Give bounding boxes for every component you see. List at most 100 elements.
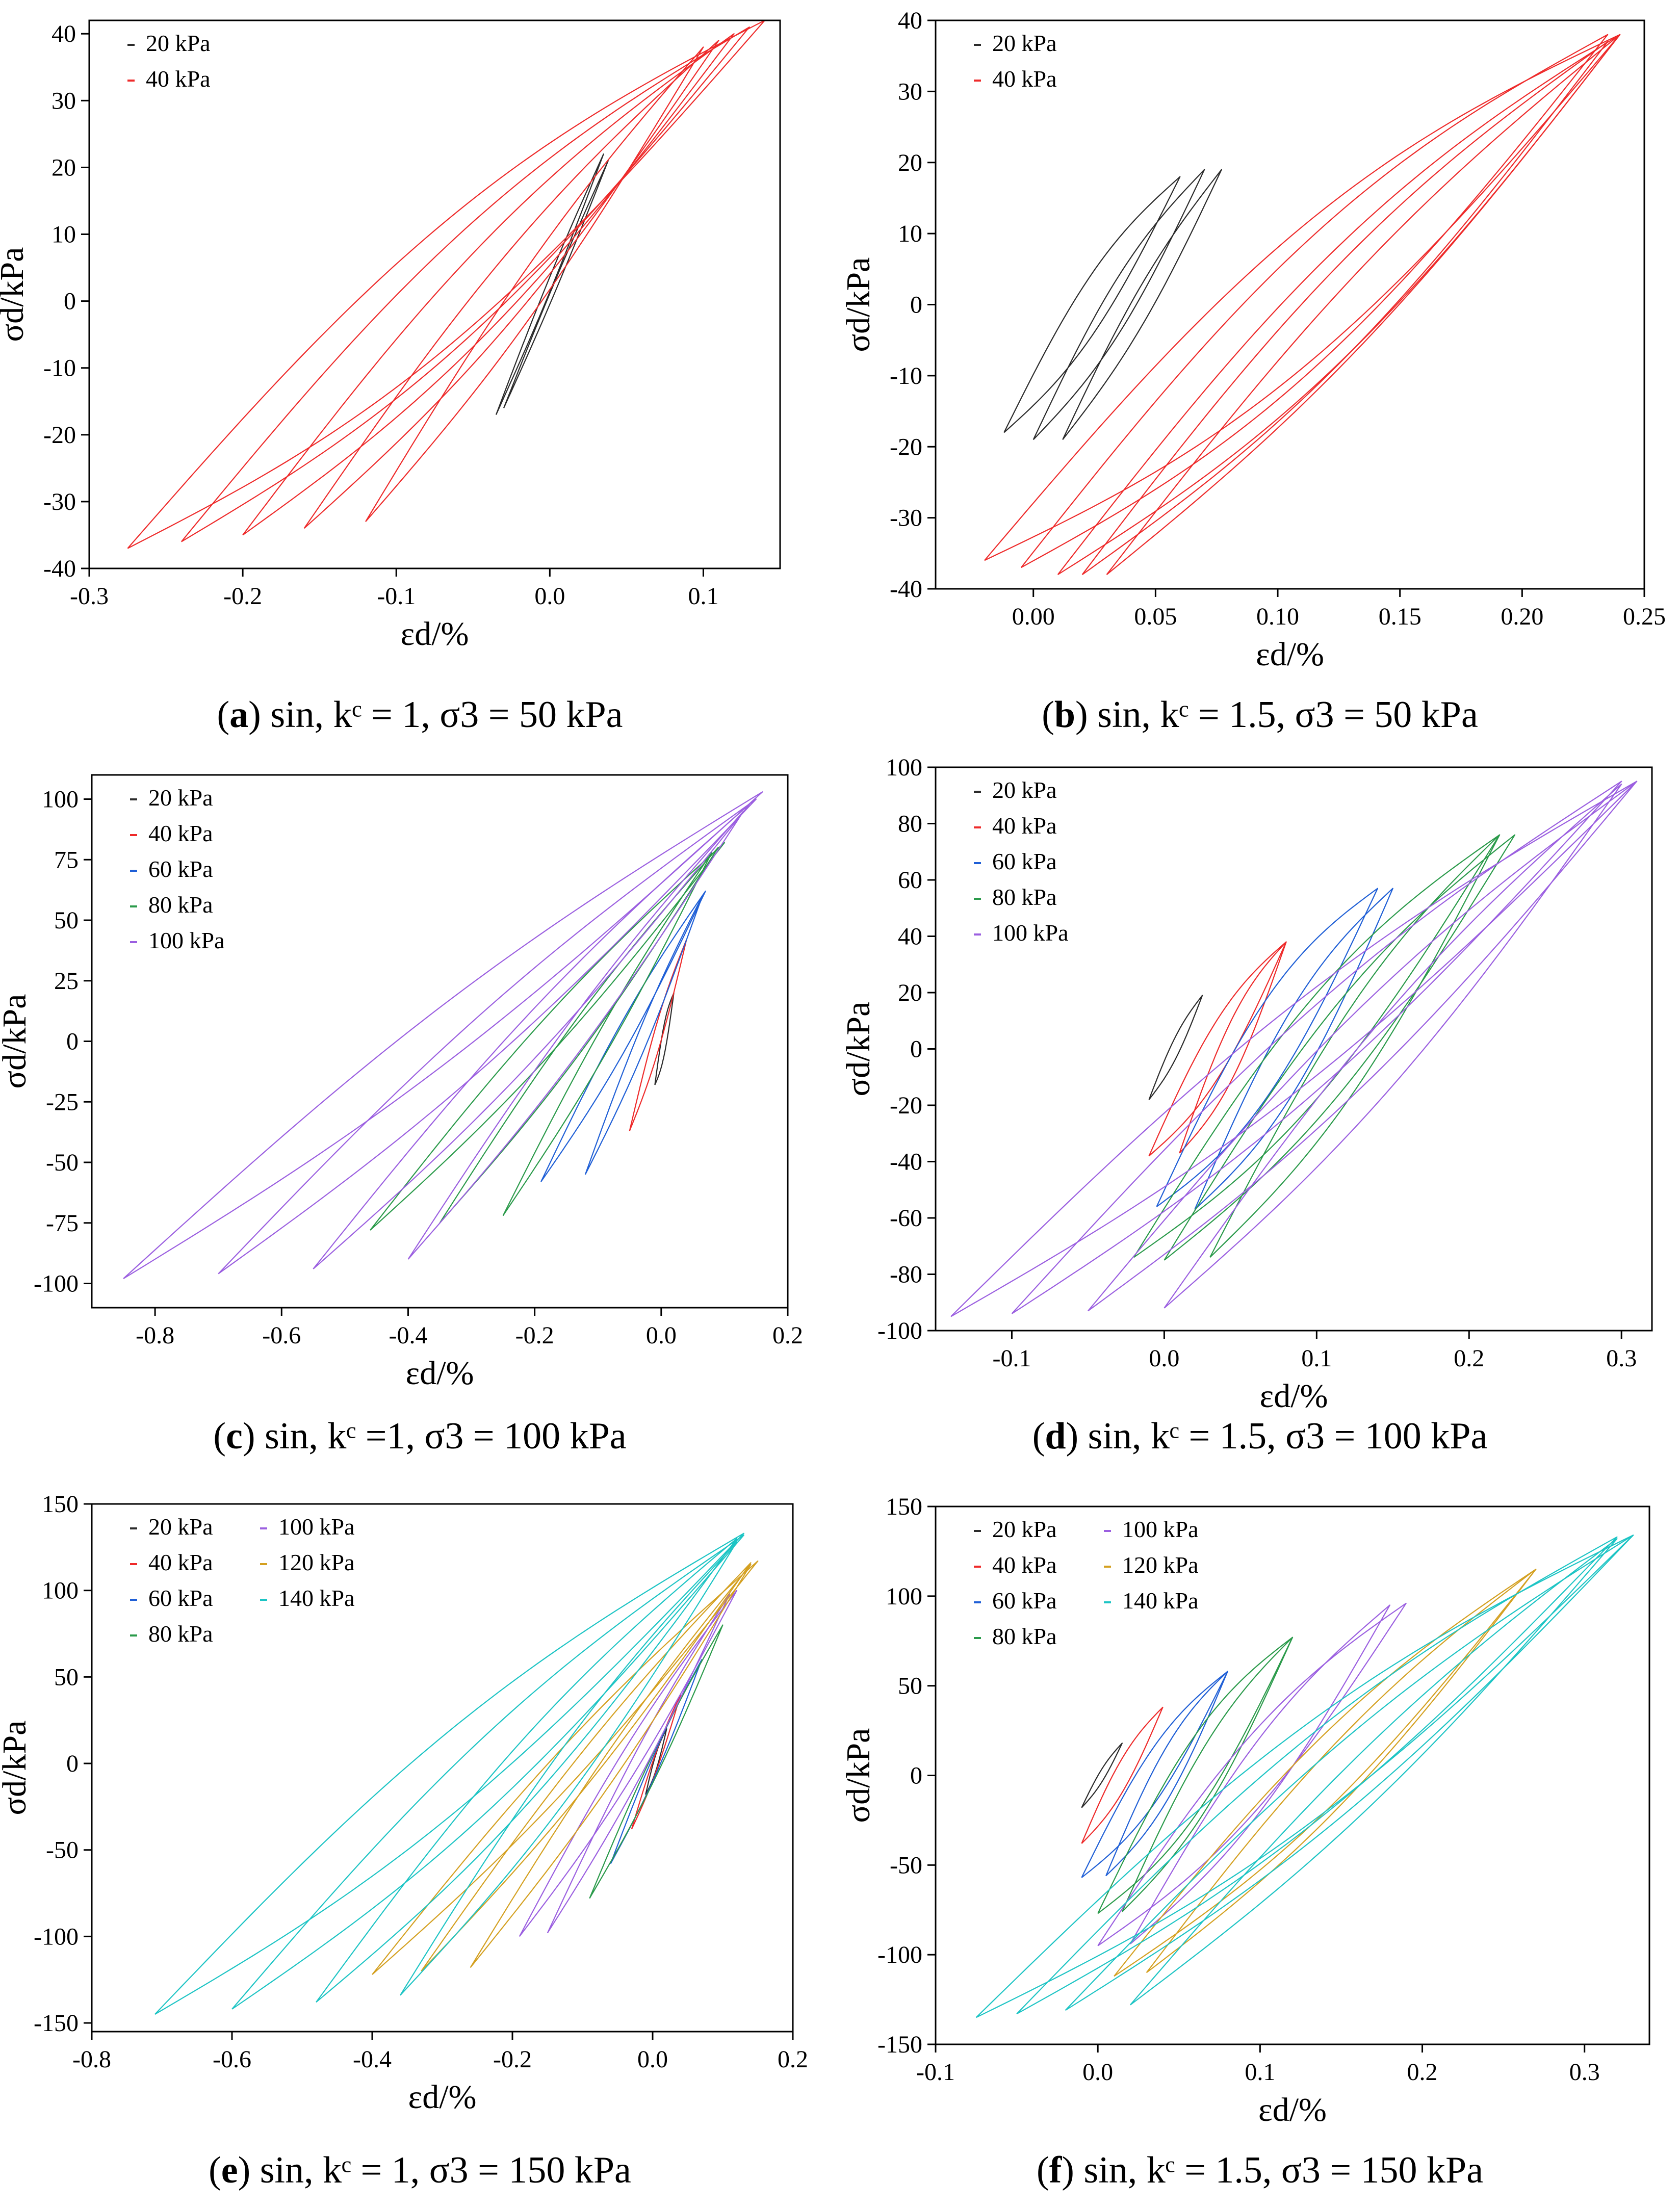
- y-tick-label: 0: [66, 1750, 79, 1777]
- hysteresis-loop: [123, 791, 763, 1279]
- hysteresis-loop: [584, 895, 703, 1175]
- y-tick-label: -75: [46, 1210, 79, 1237]
- x-axis-label: εd/%: [1256, 636, 1324, 673]
- y-tick-label: 40: [51, 20, 76, 47]
- hysteresis-loop: [242, 33, 735, 536]
- x-tick-label: -0.1: [377, 583, 416, 610]
- x-tick-label: -0.4: [353, 2046, 392, 2073]
- series-20-kpa: [1148, 995, 1203, 1100]
- y-tick-label: 40: [898, 923, 922, 950]
- hysteresis-loop: [1065, 1535, 1634, 2011]
- plot-area-b: [984, 34, 1621, 576]
- legend-label: 20 kPa: [148, 785, 213, 811]
- hysteresis-loop: [1020, 34, 1609, 568]
- series-100-kpa: [950, 781, 1638, 1317]
- legend-label: 80 kPa: [148, 1621, 213, 1647]
- x-axis-label: εd/%: [1258, 2091, 1327, 2128]
- y-axis-label: σd/kPa: [0, 994, 33, 1089]
- y-tick-label: 40: [898, 7, 922, 34]
- y-tick-label: 100: [886, 1583, 922, 1610]
- series-40-kpa: [1148, 941, 1287, 1157]
- y-tick-label: 50: [54, 1664, 79, 1691]
- y-tick-label: -20: [890, 433, 922, 460]
- series-40-kpa: [1081, 1706, 1164, 1844]
- y-tick-label: -50: [46, 1837, 79, 1864]
- hysteresis-loop: [154, 1532, 744, 2015]
- y-axis-label: σd/kPa: [0, 247, 31, 342]
- hysteresis-loop: [1148, 995, 1203, 1100]
- series-40-kpa: [127, 20, 765, 549]
- caption-f: (f) sin, kᶜ = 1.5, σ3 = 150 kPa: [840, 2149, 1680, 2192]
- x-tick-label: 0.0: [637, 2046, 668, 2073]
- y-tick-label: -100: [877, 1941, 922, 1968]
- hysteresis-loop: [1081, 1706, 1164, 1844]
- hysteresis-loop: [407, 811, 744, 1260]
- hysteresis-loop: [502, 851, 713, 1216]
- legend-label: 120 kPa: [278, 1549, 355, 1575]
- legend-label: 20 kPa: [992, 30, 1057, 56]
- legend: 20 kPa 40 kPa 60 kPa 80 kPa 100 kPa 120 kPa 14…: [130, 1514, 355, 1647]
- y-tick-label: -30: [890, 505, 922, 532]
- legend-label: 60 kPa: [148, 1585, 213, 1611]
- series-60-kpa: [1081, 1671, 1228, 1878]
- legend-label: 140 kPa: [1122, 1588, 1199, 1614]
- series-60-kpa: [1156, 888, 1393, 1210]
- y-tick-label: 150: [42, 1491, 79, 1518]
- y-tick-label: -40: [890, 1149, 922, 1176]
- hysteresis-loop: [421, 1562, 752, 1971]
- y-tick-label: -10: [43, 355, 76, 382]
- hysteresis-loop: [1209, 834, 1501, 1258]
- y-tick-label: 100: [42, 1577, 79, 1604]
- caption-text: sin, kᶜ = 1.5, σ3 = 100 kPa: [1088, 1415, 1488, 1457]
- hysteresis-loop: [1081, 41, 1609, 575]
- caption-text: sin, kᶜ = 1.5, σ3 = 150 kPa: [1083, 2149, 1484, 2191]
- x-tick-label: 0.10: [1256, 603, 1299, 630]
- series-80-kpa: [370, 842, 725, 1231]
- hysteresis-loop: [1129, 1538, 1618, 2006]
- hysteresis-loop: [1164, 784, 1622, 1309]
- caption-text: sin, kᶜ = 1, σ3 = 150 kPa: [260, 2149, 631, 2191]
- hysteresis-loop: [547, 1593, 731, 1934]
- legend-label: 80 kPa: [148, 892, 213, 918]
- x-tick-label: 0.0: [646, 1322, 677, 1349]
- x-tick-label: -0.2: [493, 2046, 532, 2073]
- y-tick-label: -40: [890, 576, 922, 603]
- legend-label: 120 kPa: [1122, 1552, 1199, 1578]
- y-tick-label: 100: [42, 786, 79, 813]
- y-axis-label: σd/kPa: [840, 1728, 877, 1823]
- legend-label: 20 kPa: [146, 30, 211, 56]
- x-tick-label: -0.8: [72, 2046, 111, 2073]
- hysteresis-loop: [1106, 34, 1621, 575]
- caption-d: (d) sin, kᶜ = 1.5, σ3 = 100 kPa: [840, 1415, 1680, 1458]
- legend-label: 80 kPa: [992, 1623, 1057, 1649]
- caption-text: sin, kᶜ = 1, σ3 = 50 kPa: [270, 694, 623, 736]
- y-tick-label: 50: [898, 1673, 922, 1700]
- y-tick-label: -10: [890, 362, 922, 389]
- y-tick-label: -100: [34, 1923, 79, 1950]
- x-tick-label: 0.0: [1149, 1345, 1179, 1372]
- legend-label: 60 kPa: [992, 1588, 1057, 1614]
- y-tick-label: 50: [54, 907, 79, 934]
- legend-label: 40 kPa: [992, 66, 1057, 92]
- x-tick-label: 0.1: [1301, 1345, 1332, 1372]
- x-tick-label: 0.1: [1245, 2059, 1275, 2086]
- hysteresis-loop: [1114, 1569, 1537, 1977]
- x-tick-label: -0.1: [992, 1345, 1031, 1372]
- series-100-kpa: [519, 1590, 738, 1937]
- legend-label: 20 kPa: [148, 1514, 213, 1540]
- y-tick-label: -100: [34, 1270, 79, 1297]
- y-tick-label: -150: [34, 2010, 79, 2037]
- hysteresis-loop: [439, 847, 719, 1224]
- x-tick-label: -0.8: [136, 1322, 174, 1349]
- hysteresis-loop: [127, 20, 765, 549]
- y-tick-label: -60: [890, 1205, 922, 1232]
- hysteresis-loop: [1146, 1569, 1537, 1973]
- x-tick-label: 0.2: [1407, 2059, 1438, 2086]
- plot-frame: [91, 1503, 794, 2033]
- series-80-kpa: [1097, 1636, 1294, 1914]
- y-tick-label: -40: [43, 555, 76, 582]
- caption-e: (e) sin, kᶜ = 1, σ3 = 150 kPa: [0, 2149, 840, 2192]
- legend-label: 100 kPa: [992, 920, 1069, 946]
- y-tick-label: 20: [898, 979, 922, 1006]
